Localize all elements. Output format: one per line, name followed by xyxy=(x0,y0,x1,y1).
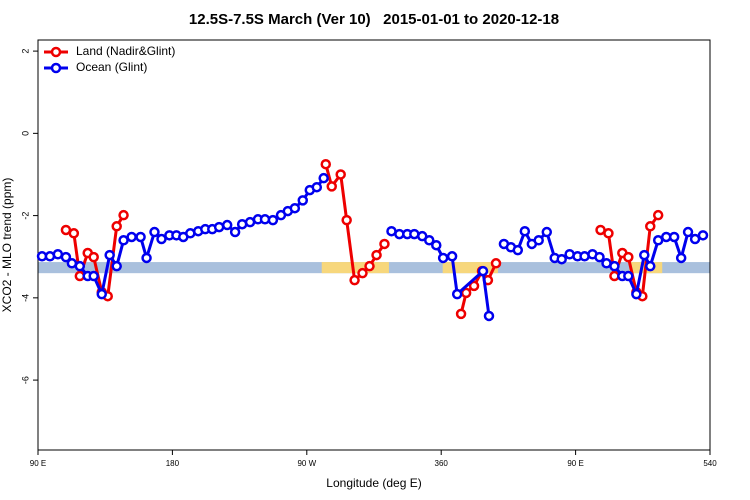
legend-marker xyxy=(50,62,62,74)
data-point xyxy=(320,158,332,170)
data-point xyxy=(111,260,122,272)
data-point xyxy=(512,244,524,256)
data-point xyxy=(335,169,346,180)
data-point xyxy=(104,249,115,261)
chart-title: 12.5S-7.5S March (Ver 10) 2015-01-01 to … xyxy=(189,11,559,28)
x-tick-label: 90 E xyxy=(30,459,46,468)
data-point xyxy=(379,238,390,250)
y-tick-label: 0 xyxy=(20,131,30,136)
data-point xyxy=(533,235,544,246)
legend-label: Land (Nadir&Glint) xyxy=(76,44,175,58)
data-point xyxy=(118,209,129,221)
data-point xyxy=(483,310,495,322)
data-point xyxy=(371,249,382,261)
x-tick-label: 360 xyxy=(435,459,449,468)
data-point xyxy=(451,288,463,300)
data-point xyxy=(437,252,449,264)
data-point xyxy=(645,221,656,232)
x-tick-label: 90 W xyxy=(297,459,316,468)
plot-frame xyxy=(37,39,711,451)
data-point xyxy=(631,288,642,300)
data-point xyxy=(221,219,233,231)
data-point xyxy=(431,239,442,251)
data-point xyxy=(74,260,86,272)
data-point xyxy=(682,226,694,238)
data-point xyxy=(311,181,323,193)
data-point xyxy=(675,252,687,264)
x-tick-label: 180 xyxy=(166,459,180,468)
y-axis-label: XCO2 - MLO trend (ppm) xyxy=(0,178,14,313)
data-point xyxy=(652,235,664,246)
data-point xyxy=(477,265,489,277)
data-point xyxy=(623,251,634,263)
data-point xyxy=(141,252,152,264)
x-tick-label: 90 E xyxy=(567,459,583,468)
legend-label: Ocean (Glint) xyxy=(76,60,147,74)
data-point xyxy=(126,231,137,243)
legend-marker xyxy=(50,46,62,58)
data-point xyxy=(424,235,435,246)
data-point xyxy=(364,260,375,272)
data-point xyxy=(88,270,99,282)
data-point xyxy=(68,228,80,239)
data-point xyxy=(689,233,701,245)
data-point xyxy=(135,231,146,243)
y-tick-label: -4 xyxy=(20,294,30,302)
data-point xyxy=(60,251,72,263)
data-point xyxy=(326,181,337,192)
data-point xyxy=(594,251,605,263)
data-point xyxy=(96,288,108,300)
data-point xyxy=(111,221,122,232)
data-point xyxy=(446,251,458,262)
y-tick-label: 2 xyxy=(20,49,30,54)
data-point xyxy=(229,226,241,238)
data-point xyxy=(318,172,329,184)
y-tick-label: -2 xyxy=(20,212,30,220)
data-point xyxy=(697,230,709,241)
data-point xyxy=(341,214,352,226)
data-point xyxy=(541,226,553,238)
land-band xyxy=(321,262,389,274)
data-point xyxy=(519,225,531,237)
data-point xyxy=(156,233,167,245)
data-point xyxy=(455,308,467,320)
data-point xyxy=(609,260,620,272)
data-point xyxy=(357,267,368,279)
data-point xyxy=(668,231,680,243)
data-point xyxy=(297,195,309,206)
data-point xyxy=(645,260,656,272)
data-point xyxy=(623,270,634,282)
x-tick-label: 540 xyxy=(703,459,717,468)
data-point xyxy=(556,253,567,265)
land-band xyxy=(442,262,498,274)
data-point xyxy=(349,274,360,286)
data-point xyxy=(118,235,129,246)
data-point xyxy=(149,226,160,238)
data-point xyxy=(52,249,64,260)
x-axis-label: Longitude (deg E) xyxy=(326,476,421,490)
data-point xyxy=(213,221,225,233)
data-point xyxy=(652,209,664,221)
data-point xyxy=(267,214,279,226)
data-point xyxy=(603,228,614,239)
data-point xyxy=(468,280,480,292)
data-point xyxy=(490,258,502,269)
data-point xyxy=(88,251,99,263)
y-tick-label: -6 xyxy=(20,376,30,384)
data-point xyxy=(639,249,650,261)
data-point xyxy=(289,202,301,214)
